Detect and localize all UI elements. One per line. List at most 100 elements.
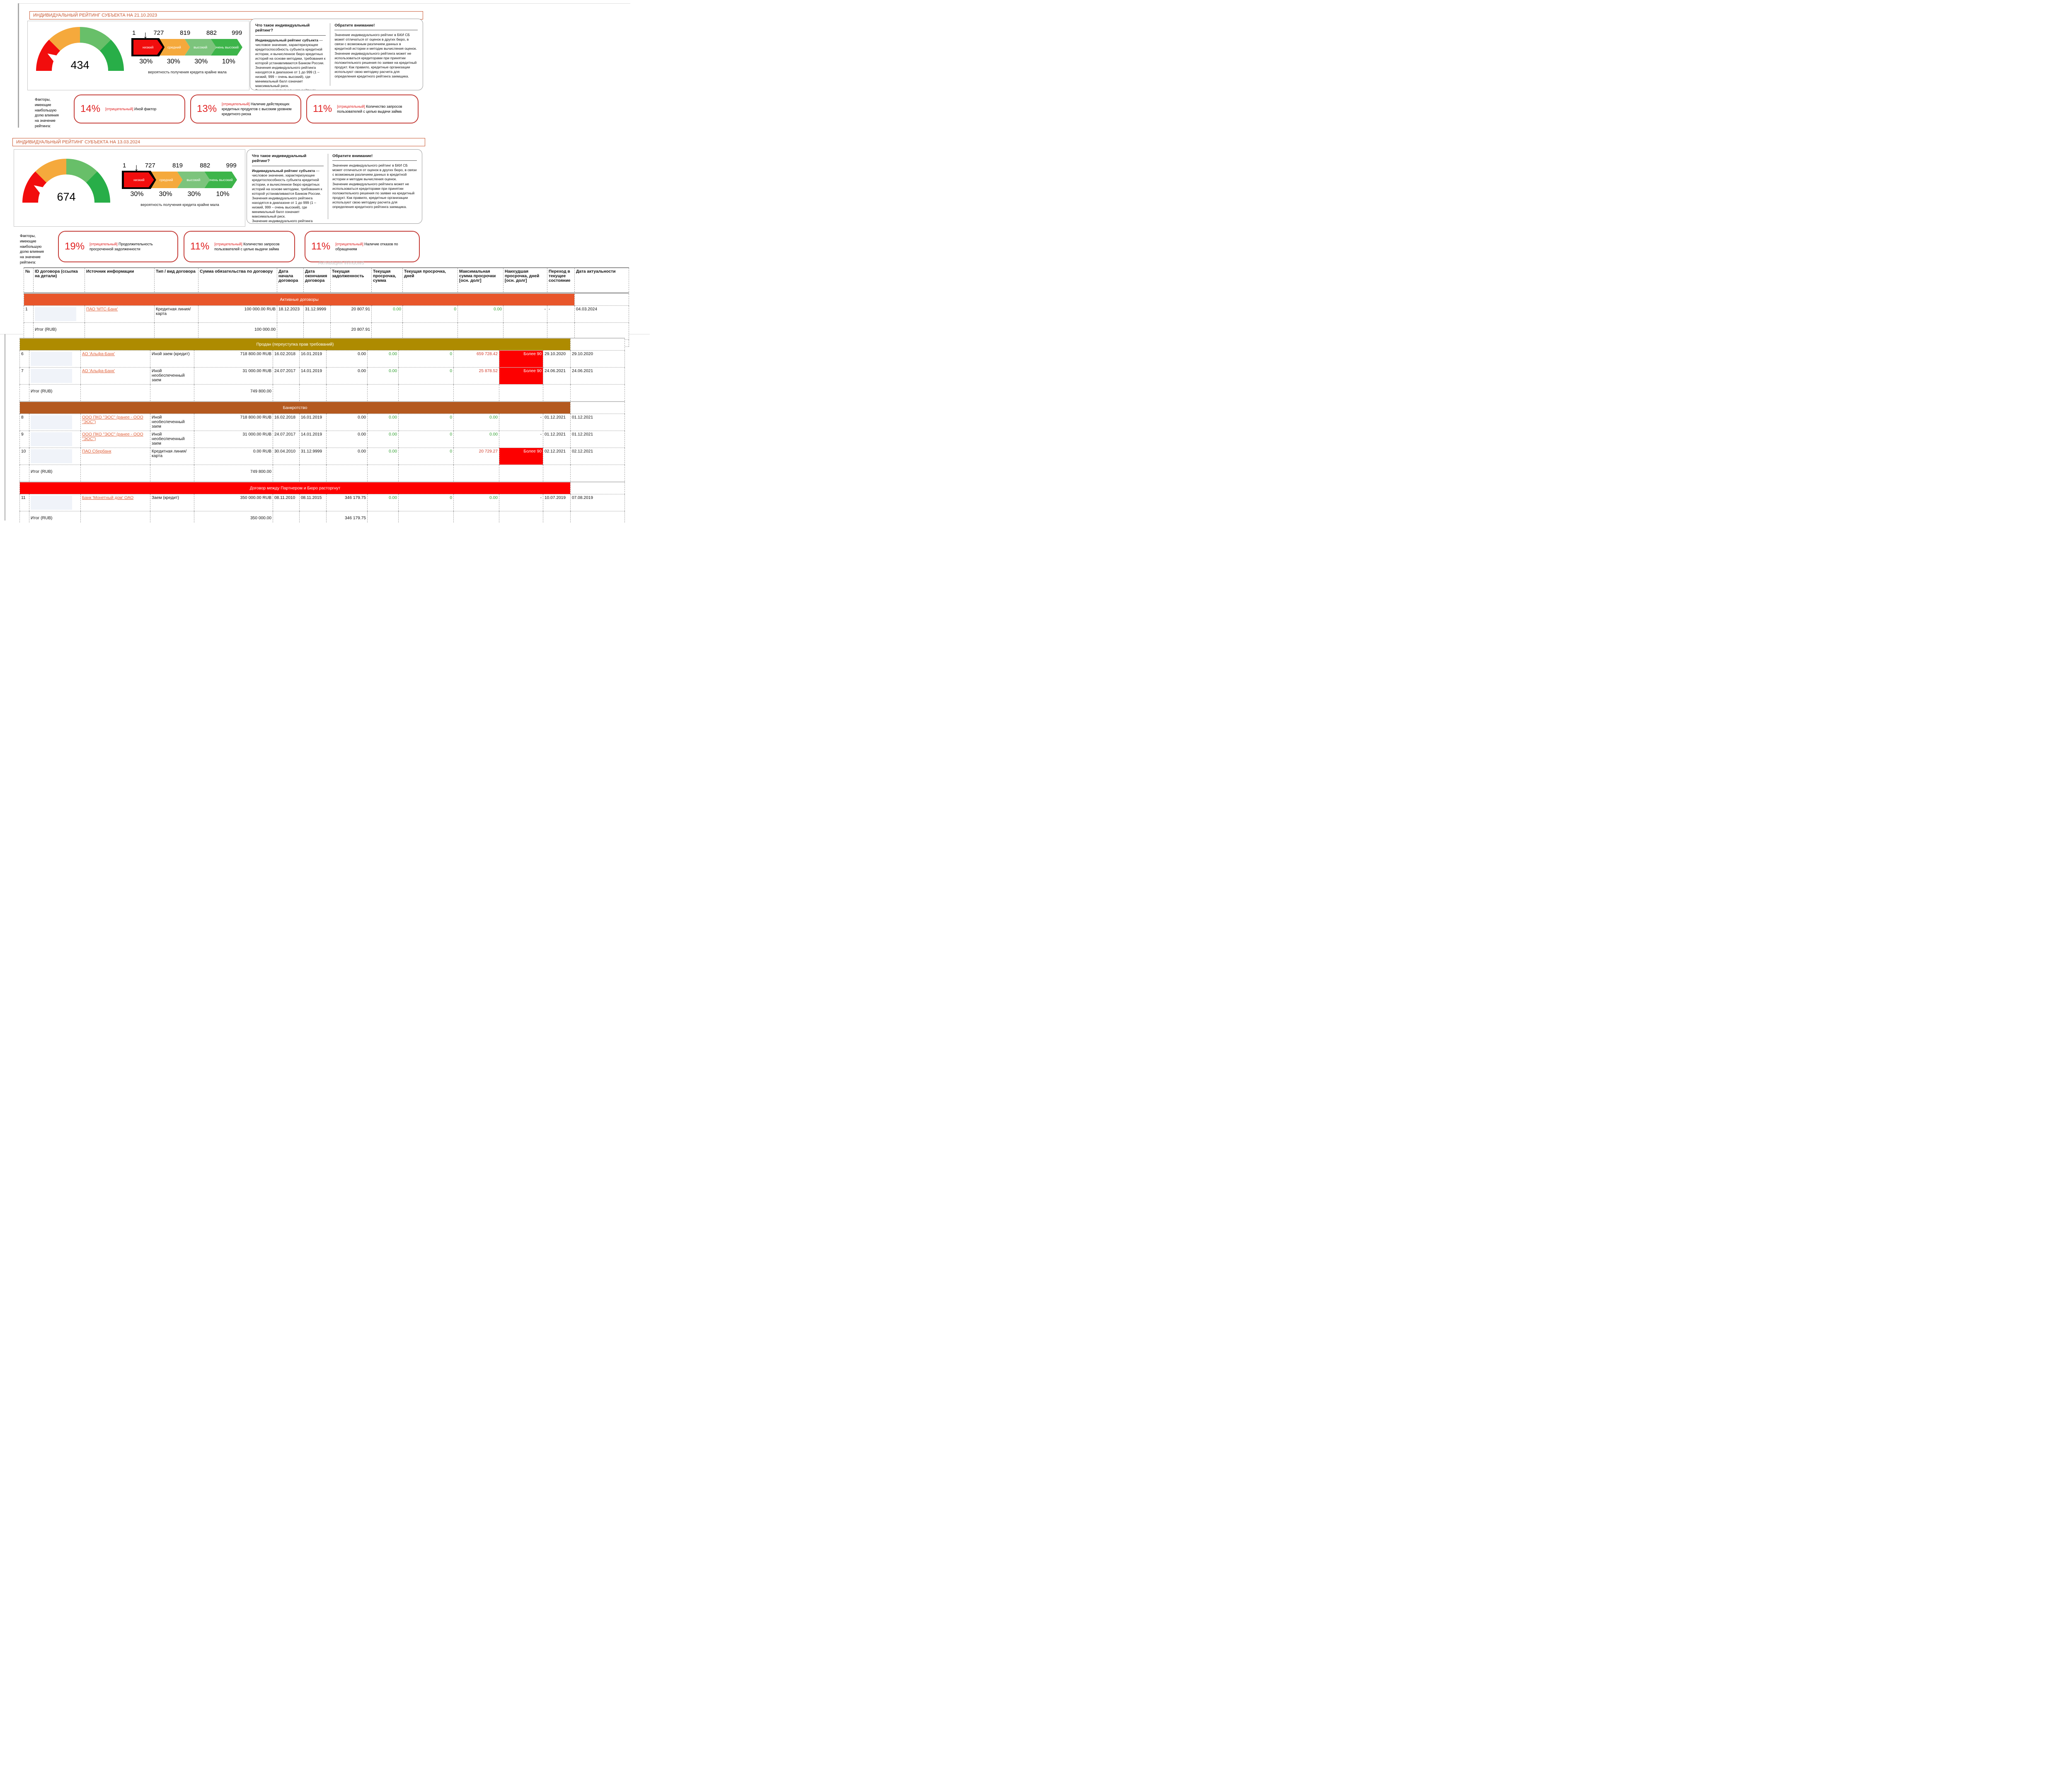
table-cell: 346 179.75 xyxy=(326,494,368,511)
rating-gauge: 674 xyxy=(22,159,110,203)
segment-label: очень высокий xyxy=(208,178,233,182)
factor-text: Наличие отказов по обращениям xyxy=(335,242,398,251)
table-cell xyxy=(499,384,543,402)
segment-percentages: 30% 30% 30% 10% xyxy=(123,191,237,198)
contract-row: 1 ПАО 'МТС-Банк' Кредитная линия/карта 100 … xyxy=(24,305,629,323)
factor-text: Продолжительность просроченной задолженн… xyxy=(90,242,153,251)
table-cell: 08.11.2015 xyxy=(299,494,327,511)
column-header: Дата актуальности xyxy=(574,267,629,294)
table-cell xyxy=(303,322,331,340)
table-cell: 11 xyxy=(19,494,29,511)
source-link[interactable]: ООО ПКО "ЭОС" (ранее - ООО "ЭОС") xyxy=(80,431,150,448)
table-cell xyxy=(326,384,368,402)
source-link[interactable]: АО 'Альфа-Банк' xyxy=(80,367,150,385)
scale-segments: низкий средний высокий очень высокий xyxy=(123,172,237,188)
table-cell xyxy=(150,511,194,523)
column-header: Источник информации xyxy=(85,267,155,294)
rating-marker-arrow-icon: ↓ xyxy=(143,29,148,41)
table-cell: 04.03.2024 xyxy=(574,305,629,323)
table-cell: Иной необеспеченный заем xyxy=(150,367,194,385)
table-cell: 0.00 xyxy=(367,431,399,448)
table-cell xyxy=(402,322,458,340)
scale-tick: 819 xyxy=(180,29,191,36)
section-bar-stub xyxy=(570,401,625,414)
section-bar-row: Активные договоры xyxy=(24,293,629,306)
total-label: Итог (RUB) xyxy=(33,322,85,340)
table-cell: 0.00 RUB xyxy=(194,448,273,465)
table-cell: 0 xyxy=(398,414,454,431)
contract-id-redacted xyxy=(35,307,76,321)
source-link[interactable]: ООО ПКО "ЭОС" (ранее - ООО "ЭОС") xyxy=(80,414,150,431)
info-what-lead: Индивидуальный рейтинг субъекта xyxy=(252,168,315,173)
contract-id-redacted xyxy=(31,496,72,510)
table-cell xyxy=(457,322,503,340)
table-cell xyxy=(453,511,499,523)
table-cell: 0.00 xyxy=(367,494,399,511)
table-cell xyxy=(154,322,198,340)
table-cell xyxy=(453,465,499,482)
factor-tag: [отрицательный] xyxy=(105,107,133,111)
table-cell: Иной заем (кредит) xyxy=(150,350,194,368)
factor-tag: [отрицательный] xyxy=(337,104,365,109)
section-bar: Активные договоры xyxy=(24,293,575,306)
gauge-value: 434 xyxy=(70,59,90,71)
total-row: Итог (RUB) 749 800.00 xyxy=(19,384,625,402)
cell-contract-id xyxy=(29,350,81,368)
table-cell: 0.00 xyxy=(453,431,499,448)
table-cell: 29.10.2020 xyxy=(570,350,625,368)
factor-pct: 13% xyxy=(197,103,217,114)
source-link[interactable]: Банк 'Монетный дом' ОАО xyxy=(80,494,150,511)
column-header: Дата начала договора xyxy=(277,267,304,294)
table-cell: 20 807.91 xyxy=(330,322,372,340)
table-cell xyxy=(453,384,499,402)
scale-segment-low: низкий xyxy=(132,39,164,56)
factor-box: 19% [отрицательный] Продолжительность пр… xyxy=(58,231,178,262)
cell-contract-id xyxy=(33,305,85,323)
segment-label: высокий xyxy=(186,178,201,182)
scale-tick: 727 xyxy=(145,162,155,169)
info-what-text: — числовое значение, характеризующее кре… xyxy=(255,38,326,88)
cell-contract-id xyxy=(29,414,81,431)
table-cell: 0.00 xyxy=(326,414,368,431)
factor-pct: 11% xyxy=(311,241,331,252)
table-cell: 25 878.52 xyxy=(453,367,499,385)
column-header: Переход в текущее состояние xyxy=(547,267,575,294)
segment-pct: 30% xyxy=(159,191,172,198)
rating-section-2023: ИНДИВИДУАЛЬНЫЙ РЕЙТИНГ СУБЪЕКТА НА 21.10… xyxy=(26,4,423,132)
table-cell: 0.00 xyxy=(326,448,368,465)
table-cell: 659 728.42 xyxy=(453,350,499,368)
contract-id-redacted xyxy=(31,352,72,366)
source-link[interactable]: ПАО 'МТС-Банк' xyxy=(85,305,155,323)
segment-pct: 30% xyxy=(139,58,153,65)
section-bar: Банкротство xyxy=(19,401,571,414)
info-note-text: Значение индивидуального рейтинг в БКИ С… xyxy=(334,33,417,51)
table-cell: 0 xyxy=(398,448,454,465)
table-cell xyxy=(570,511,625,523)
factor-box: 11% [отрицательный] Количество запросов … xyxy=(306,94,419,123)
column-header: Дата окончания договора xyxy=(303,267,331,294)
table-cell: 749 800.00 xyxy=(194,465,273,482)
total-label: Итог (RUB) xyxy=(29,511,81,523)
table-cell: - xyxy=(499,494,543,511)
section-bar-row: Договор между Партнером и Бюро расторгну… xyxy=(19,482,625,494)
table-header-row: № ID договора (ссылка на детали) Источник … xyxy=(24,267,629,294)
gauge-value: 674 xyxy=(57,191,76,203)
scale-ticks: 1 ↓ 727 819 882 999 xyxy=(132,29,242,41)
contract-id-redacted xyxy=(31,432,72,446)
contract-row: 8 ООО ПКО "ЭОС" (ранее - ООО "ЭОС") Иной н… xyxy=(19,414,625,431)
divider xyxy=(332,160,417,161)
info-note-text2: Значение индивидуального рейтинга может … xyxy=(332,182,415,209)
table-cell xyxy=(24,322,34,340)
credit-report-page: ИНДИВИДУАЛЬНЫЙ РЕЙТИНГ СУБЪЕКТА НА 21.10… xyxy=(0,0,650,523)
info-what-text: — числовое значение, характеризующее кре… xyxy=(252,168,322,219)
column-header: ID договора (ссылка на детали) xyxy=(33,267,85,294)
table-cell: 0 xyxy=(398,350,454,368)
source-link[interactable]: АО 'Альфа-Банк' xyxy=(80,350,150,368)
info-what-title: Что такое индивидуальный рейтинг? xyxy=(252,154,307,164)
table-cell xyxy=(398,511,454,523)
source-link[interactable]: ПАО Сбербанк xyxy=(80,448,150,465)
segment-label: низкий xyxy=(142,45,154,49)
table-cell: 0.00 xyxy=(453,494,499,511)
table-cell: 31 000.00 RUB xyxy=(194,367,273,385)
total-row: Итог (RUB) 749 800.00 xyxy=(19,465,625,482)
